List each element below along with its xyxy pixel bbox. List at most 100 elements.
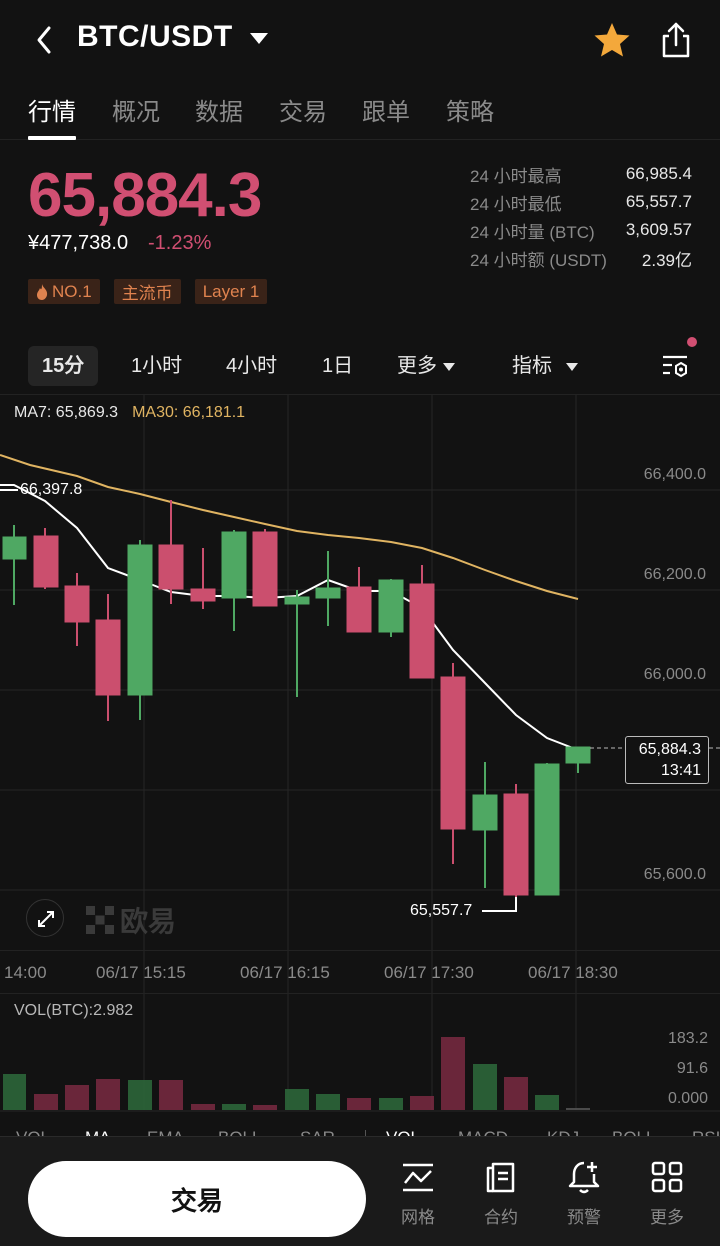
indicator-tab-sar[interactable]: SAR: [300, 1128, 335, 1136]
apps-grid-icon: [651, 1161, 683, 1193]
okx-watermark: 欧易: [86, 900, 176, 940]
change-percent: -1.23%: [148, 232, 212, 254]
grid-bot-icon: [403, 1163, 433, 1192]
down-candles: [33, 500, 529, 912]
bottom-action-bar: 交易 网格 合约 预警 更多: [0, 1136, 720, 1246]
24h-stats: 24 小时最高 66,985.4 24 小时最低 65,557.7 24 小时量…: [470, 160, 692, 272]
tab-overview[interactable]: 概况: [112, 99, 160, 126]
indicator-tabs: VOL MA EMA BOLL SAR VOL MACD KDJ BOLL RS…: [0, 1120, 720, 1136]
indicator-tab-vol[interactable]: VOL: [16, 1128, 50, 1136]
nav-label: 更多: [650, 1208, 684, 1227]
share-icon[interactable]: [656, 20, 696, 60]
fullscreen-button[interactable]: [26, 899, 64, 937]
tag-mainstream[interactable]: 主流币: [113, 279, 181, 304]
volume-axis-label: 183.2: [667, 1030, 708, 1047]
nav-label: 网格: [401, 1208, 435, 1227]
period-4h[interactable]: 4小时: [226, 355, 278, 377]
pair-dropdown-caret-icon[interactable]: [250, 33, 268, 44]
last-price-tag[interactable]: 65,884.3 13:41: [625, 736, 709, 784]
fire-icon: [37, 283, 48, 300]
ma30-line: [0, 454, 579, 600]
stat-value: 65,557.7: [625, 192, 692, 211]
ma30-value: MA30: 66,181.1: [132, 404, 246, 421]
indicator-dropdown[interactable]: 指标: [498, 346, 592, 386]
stat-value: 66,985.4: [625, 164, 692, 183]
bell-plus-icon: [568, 1161, 600, 1194]
indicator-separator: [365, 1130, 366, 1136]
tab-strategy[interactable]: 策略: [446, 99, 494, 126]
period-more-dropdown[interactable]: 更多: [383, 346, 469, 386]
ma7-value: MA7: 65,869.3: [14, 404, 119, 421]
stat-turnover: 24 小时额 (USDT) 2.39亿: [470, 244, 692, 272]
tag-layer1[interactable]: Layer 1: [194, 279, 268, 304]
stat-label: 24 小时最低: [470, 194, 562, 214]
x-axis-label: 06/17 16:15: [240, 963, 330, 982]
caret-down-icon: [443, 362, 455, 371]
up-candles: [2, 525, 591, 896]
chevron-left-icon[interactable]: [30, 22, 60, 58]
tab-data[interactable]: 数据: [195, 99, 243, 126]
stat-label: 24 小时额 (USDT): [470, 250, 607, 270]
nav-alert[interactable]: 预警: [554, 1159, 614, 1228]
visible-high-label: 66,397.8: [20, 481, 83, 498]
time-axis: 14:00 06/17 15:15 06/17 16:15 06/17 17:3…: [0, 950, 720, 994]
candlestick-chart[interactable]: [0, 395, 720, 1120]
x-axis-label: 14:00: [4, 963, 47, 982]
indicator-tab-ema[interactable]: EMA: [147, 1128, 184, 1136]
expand-icon: [38, 911, 54, 927]
indicator-tab-ma[interactable]: MA: [85, 1128, 111, 1136]
stat-volume: 24 小时量 (BTC) 3,609.57: [470, 216, 692, 244]
contract-icon: [486, 1162, 515, 1193]
visible-low-line: [482, 897, 517, 912]
period-1d[interactable]: 1日: [322, 355, 354, 377]
chart-settings-icon[interactable]: [660, 352, 690, 382]
period-selector: 15分 1小时 4小时 1日 更多 指标: [0, 340, 720, 395]
tab-copy-trading[interactable]: 跟单: [362, 99, 410, 126]
notification-dot: [687, 337, 697, 347]
nav-grid-bot[interactable]: 网格: [388, 1159, 448, 1228]
nav-label: 合约: [484, 1208, 518, 1227]
x-axis-label: 06/17 17:30: [384, 963, 474, 982]
tag-list: NO.1 主流币 Layer 1: [28, 279, 268, 304]
okx-logo-icon: [86, 906, 114, 934]
stat-value: 3,609.57: [625, 220, 692, 239]
tag-rank[interactable]: NO.1: [28, 279, 100, 304]
tab-trades[interactable]: 交易: [279, 99, 327, 126]
indicator-tab-kdj[interactable]: KDJ: [547, 1128, 579, 1136]
period-more-label: 更多: [397, 355, 437, 377]
stat-label: 24 小时量 (BTC): [470, 222, 595, 242]
star-icon[interactable]: [592, 20, 632, 60]
x-axis-label: 06/17 15:15: [96, 963, 186, 982]
visible-low-label: 65,557.7: [410, 902, 473, 919]
cny-price: ¥477,738.0: [28, 232, 129, 254]
watermark-text: 欧易: [120, 906, 177, 937]
nav-more[interactable]: 更多: [637, 1159, 697, 1228]
stat-low: 24 小时最低 65,557.7: [470, 188, 692, 216]
volume-legend: VOL(BTC):2.982: [14, 1002, 134, 1019]
indicator-tab-boll[interactable]: BOLL: [218, 1128, 261, 1136]
period-1h[interactable]: 1小时: [131, 355, 183, 377]
last-price-value: 65,884.3: [638, 741, 701, 758]
indicator-tab-rsi[interactable]: RSI: [692, 1128, 720, 1136]
tab-market[interactable]: 行情: [28, 99, 76, 126]
stat-label: 24 小时最高: [470, 166, 562, 186]
ma7-line: [0, 484, 579, 751]
nav-contract[interactable]: 合约: [471, 1159, 531, 1228]
stat-value: 2.39亿: [641, 250, 692, 270]
indicator-tab-macd[interactable]: MACD: [458, 1128, 508, 1136]
volume-axis-label: 91.6: [676, 1060, 708, 1077]
volume-axis-label: 0.000: [667, 1090, 708, 1107]
active-tab-indicator: [28, 136, 76, 140]
pair-title[interactable]: BTC/USDT: [77, 20, 233, 53]
y-axis-label: 66,200.0: [643, 566, 706, 583]
indicator-tab-sub-boll[interactable]: BOLL: [612, 1128, 655, 1136]
top-bar: BTC/USDT: [0, 0, 720, 80]
y-axis-label: 65,600.0: [643, 866, 706, 883]
indicator-tab-sub-vol[interactable]: VOL: [386, 1128, 420, 1136]
trade-button[interactable]: 交易: [28, 1161, 366, 1237]
stat-high: 24 小时最高 66,985.4: [470, 160, 692, 188]
caret-down-icon: [566, 362, 578, 371]
volume-bars: [3, 1037, 590, 1110]
last-price: 65,884.3: [28, 161, 262, 230]
period-15m[interactable]: 15分: [28, 346, 99, 386]
